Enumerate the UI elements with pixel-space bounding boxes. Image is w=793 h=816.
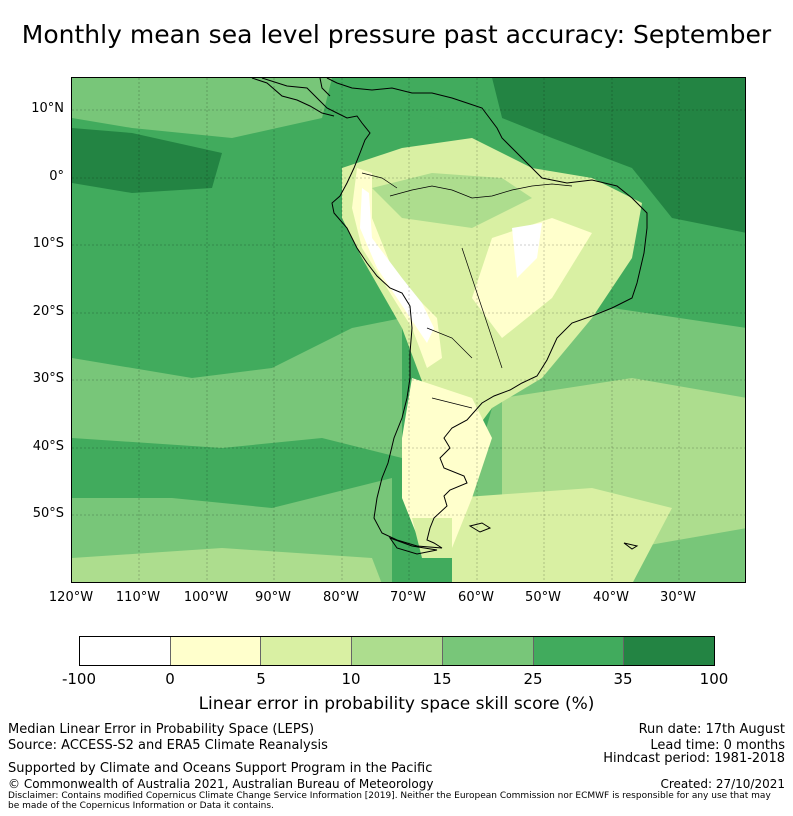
lon-label-40w: 40°W	[593, 590, 629, 605]
skill-region	[402, 378, 492, 548]
lon-label-30w: 30°W	[660, 590, 696, 605]
colorbar-tick: 5	[256, 670, 266, 688]
colorbar-tick: 0	[165, 670, 175, 688]
lon-label-60w: 60°W	[458, 590, 494, 605]
colorbar-swatch	[80, 637, 171, 665]
footer-method: Median Linear Error in Probability Space…	[8, 722, 315, 737]
footer-disclaimer-line2: be made of the Copernicus Information or…	[8, 801, 274, 811]
footer-copyright: © Commonwealth of Australia 2021, Austra…	[8, 777, 434, 791]
skill-region	[72, 128, 222, 193]
lat-label-20s: 20°S	[32, 304, 64, 319]
lat-label-30s: 30°S	[32, 371, 64, 386]
run-date: Run date: 17th August	[638, 722, 785, 737]
colorbar-tick: 25	[523, 670, 543, 688]
lead-time: Lead time: 0 months	[650, 738, 785, 753]
skill-region	[392, 78, 502, 123]
lon-label-110w: 110°W	[115, 590, 161, 605]
footer-disclaimer-line1: Disclaimer: Contains modified Copernicus…	[8, 791, 771, 801]
colorbar-swatch	[170, 637, 262, 665]
colorbar-tick: 35	[613, 670, 633, 688]
skill-region	[72, 548, 382, 582]
colorbar-swatch	[352, 637, 443, 665]
lon-label-70w: 70°W	[390, 590, 426, 605]
south-georgia-island	[623, 542, 639, 550]
lon-label-50w: 50°W	[525, 590, 561, 605]
skill-map-canvas	[72, 78, 745, 582]
coastline	[251, 78, 335, 117]
lat-label-40s: 40°S	[32, 439, 64, 454]
border-lines	[361, 172, 573, 409]
skill-map	[71, 77, 746, 583]
skill-region	[372, 173, 532, 228]
colorbar-swatch	[533, 637, 625, 665]
colorbar-label: Linear error in probability space skill …	[198, 694, 595, 714]
colorbar-swatch	[261, 637, 353, 665]
colorbar-tick: 15	[432, 670, 452, 688]
colorbar-tick: 100	[699, 670, 729, 688]
colorbar-swatch	[624, 637, 715, 665]
skill-region	[452, 488, 672, 582]
lon-label-100w: 100°W	[183, 590, 229, 605]
tierra-del-fuego	[388, 536, 438, 555]
lat-label-10s: 10°S	[32, 236, 64, 251]
colorbar-tick: -100	[61, 670, 97, 688]
created-date: Created: 27/10/2021	[660, 777, 785, 791]
skill-region	[72, 78, 332, 138]
footer-support: Supported by Climate and Oceans Support …	[8, 761, 433, 776]
colorbar-tick: 10	[341, 670, 361, 688]
lon-label-90w: 90°W	[255, 590, 291, 605]
gridlines	[72, 78, 745, 582]
lon-label-120w: 120°W	[48, 590, 94, 605]
lon-label-80w: 80°W	[323, 590, 359, 605]
skill-region	[472, 218, 592, 338]
skill-region	[512, 223, 542, 278]
lat-label-50s: 50°S	[32, 506, 64, 521]
coastline	[261, 78, 648, 549]
colorbar-swatch	[442, 637, 534, 665]
lat-label-10n: 10°N	[31, 101, 64, 116]
colorbar	[79, 636, 715, 666]
hindcast-period: Hindcast period: 1981-2018	[603, 751, 785, 766]
skill-region	[72, 318, 402, 458]
map-title: Monthly mean sea level pressure past acc…	[21, 20, 772, 49]
footer-source: Source: ACCESS-S2 and ERA5 Climate Reana…	[8, 738, 328, 753]
skill-region	[360, 188, 434, 343]
falklands-island	[468, 522, 492, 533]
lat-label-0: 0°	[49, 169, 64, 184]
skill-region	[492, 78, 745, 233]
